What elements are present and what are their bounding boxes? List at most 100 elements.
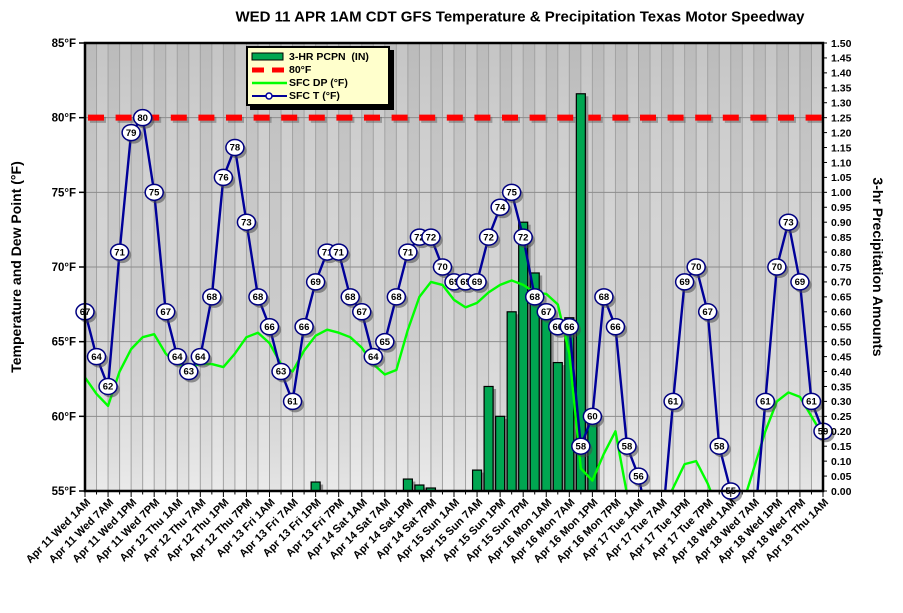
svg-text:1.00: 1.00 (831, 187, 852, 199)
svg-text:75: 75 (506, 188, 517, 199)
svg-text:69: 69 (449, 277, 460, 288)
svg-text:55°F: 55°F (52, 486, 76, 498)
svg-text:1.05: 1.05 (831, 172, 852, 184)
svg-text:79: 79 (126, 128, 137, 139)
svg-text:56: 56 (633, 471, 644, 482)
svg-text:1.50: 1.50 (831, 38, 852, 50)
svg-text:0.95: 0.95 (831, 202, 852, 214)
svg-text:0.90: 0.90 (831, 217, 852, 229)
svg-text:63: 63 (183, 367, 194, 378)
svg-text:60: 60 (587, 412, 598, 423)
svg-text:70: 70 (437, 262, 448, 273)
legend-item-80f: 80°F (251, 63, 385, 76)
red-dashed-line-swatch-icon (252, 67, 287, 72)
svg-text:0.55: 0.55 (831, 322, 852, 334)
svg-text:72: 72 (518, 232, 529, 243)
svg-text:66: 66 (264, 322, 275, 333)
svg-text:65°F: 65°F (52, 337, 76, 349)
svg-text:63: 63 (276, 367, 287, 378)
svg-text:68: 68 (345, 292, 356, 303)
svg-text:70: 70 (772, 262, 783, 273)
svg-text:62: 62 (103, 382, 114, 393)
svg-text:71: 71 (114, 247, 125, 258)
svg-text:0.85: 0.85 (831, 232, 852, 244)
svg-text:66: 66 (564, 322, 575, 333)
svg-text:69: 69 (310, 277, 321, 288)
chart-title: WED 11 APR 1AM CDT GFS Temperature & Pre… (235, 8, 805, 26)
svg-text:64: 64 (172, 352, 183, 363)
svg-text:68: 68 (599, 292, 610, 303)
svg-text:0.70: 0.70 (831, 277, 852, 289)
svg-text:0.20: 0.20 (831, 426, 852, 438)
svg-text:69: 69 (472, 277, 483, 288)
svg-text:73: 73 (241, 217, 252, 228)
svg-text:61: 61 (668, 397, 679, 408)
legend-label-pcpn: 3-HR PCPN (IN) (289, 50, 369, 63)
svg-text:58: 58 (576, 441, 587, 452)
svg-text:80: 80 (137, 113, 148, 124)
svg-text:0.50: 0.50 (831, 336, 852, 348)
svg-text:67: 67 (541, 307, 552, 318)
legend-item-t: SFC T (°F) (251, 89, 385, 102)
right-axis-ticks: 0.00 0.05 0.10 0.15 0.20 0.25 0.30 0.35 0.40 0.45… (823, 38, 852, 498)
svg-text:1.25: 1.25 (831, 112, 852, 124)
left-axis-ticks: 55°F 60°F 65°F 70°F 75°F 80°F 85°F (52, 38, 85, 498)
svg-text:76: 76 (218, 173, 229, 184)
svg-text:73: 73 (783, 217, 794, 228)
svg-text:66: 66 (610, 322, 621, 333)
svg-text:75°F: 75°F (52, 187, 76, 199)
svg-text:1.20: 1.20 (831, 127, 852, 139)
legend: 3-HR PCPN (IN) 80°F SFC DP (°F) SFC T (°… (246, 46, 390, 106)
svg-text:0.30: 0.30 (831, 396, 852, 408)
svg-text:1.15: 1.15 (831, 142, 852, 154)
svg-text:70: 70 (691, 262, 702, 273)
svg-text:66: 66 (299, 322, 310, 333)
legend-label-t: SFC T (°F) (289, 89, 340, 102)
svg-text:67: 67 (702, 307, 713, 318)
svg-text:85°F: 85°F (52, 38, 76, 50)
svg-text:0.80: 0.80 (831, 247, 852, 259)
svg-text:68: 68 (529, 292, 540, 303)
svg-text:69: 69 (795, 277, 806, 288)
temperature-labels: 6764627179807567646364687678736866636166… (75, 108, 835, 502)
svg-text:58: 58 (714, 441, 725, 452)
svg-text:0.15: 0.15 (831, 441, 852, 453)
svg-text:68: 68 (391, 292, 402, 303)
svg-text:58: 58 (622, 441, 633, 452)
legend-label-80f: 80°F (289, 63, 312, 76)
pcpn-bar-swatch-icon (251, 52, 284, 60)
svg-text:80°F: 80°F (52, 113, 76, 125)
svg-text:72: 72 (426, 232, 437, 243)
svg-text:1.45: 1.45 (831, 53, 852, 65)
green-line-swatch-icon (252, 81, 287, 84)
svg-text:61: 61 (760, 397, 771, 408)
svg-text:67: 67 (160, 307, 171, 318)
legend-label-dp: SFC DP (°F) (289, 76, 348, 89)
svg-text:0.40: 0.40 (831, 366, 852, 378)
svg-text:64: 64 (368, 352, 379, 363)
svg-text:1.35: 1.35 (831, 83, 852, 95)
svg-text:1.30: 1.30 (831, 98, 852, 110)
svg-text:0.00: 0.00 (831, 486, 852, 498)
navy-line-marker-swatch-icon (252, 91, 287, 100)
svg-text:75: 75 (149, 188, 160, 199)
svg-text:68: 68 (207, 292, 218, 303)
svg-text:61: 61 (287, 397, 298, 408)
svg-text:71: 71 (333, 247, 344, 258)
svg-text:60°F: 60°F (52, 411, 76, 423)
svg-text:0.60: 0.60 (831, 307, 852, 319)
svg-text:0.25: 0.25 (831, 411, 852, 423)
reference-line-80f (88, 114, 823, 123)
svg-text:70°F: 70°F (52, 262, 76, 274)
svg-text:66: 66 (552, 322, 563, 333)
svg-text:0.10: 0.10 (831, 456, 852, 468)
svg-text:61: 61 (806, 397, 817, 408)
svg-text:69: 69 (679, 277, 690, 288)
svg-text:68: 68 (253, 292, 264, 303)
svg-text:72: 72 (483, 232, 494, 243)
svg-text:69: 69 (460, 277, 471, 288)
svg-text:74: 74 (495, 202, 506, 213)
